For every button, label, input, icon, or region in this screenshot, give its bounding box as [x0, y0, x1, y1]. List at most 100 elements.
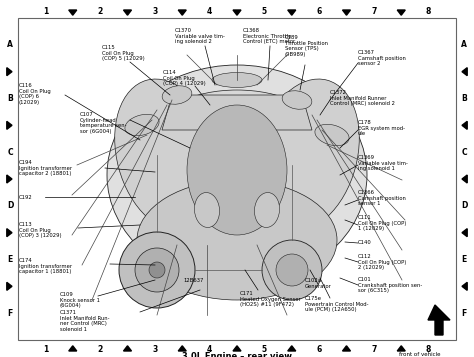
- Text: A: A: [7, 40, 13, 49]
- Text: C: C: [461, 148, 467, 157]
- Text: front of vehicle: front of vehicle: [399, 352, 441, 357]
- Polygon shape: [124, 346, 131, 351]
- Ellipse shape: [115, 79, 219, 231]
- Text: C114
Coil On Plug
(COP) 4 (12029): C114 Coil On Plug (COP) 4 (12029): [163, 70, 206, 86]
- Text: 7: 7: [371, 7, 376, 16]
- Text: 2: 2: [98, 7, 103, 16]
- Text: 2: 2: [98, 345, 103, 353]
- Text: C1371
Inlet Manifold Run-
ner Control (MRC)
solenoid 1: C1371 Inlet Manifold Run- ner Control (M…: [60, 310, 109, 332]
- Text: C194
Ignition transformer
capacitor 2 (18801): C194 Ignition transformer capacitor 2 (1…: [19, 160, 72, 176]
- Text: 8: 8: [426, 7, 431, 16]
- Text: 3: 3: [152, 7, 157, 16]
- Polygon shape: [462, 229, 467, 237]
- Text: B: B: [7, 94, 13, 103]
- Polygon shape: [428, 305, 450, 335]
- Text: C189
Throttle Position
Sensor (TPS)
(9B989): C189 Throttle Position Sensor (TPS) (9B9…: [285, 35, 328, 57]
- Polygon shape: [7, 121, 12, 129]
- Ellipse shape: [137, 180, 337, 300]
- Ellipse shape: [282, 91, 312, 109]
- Text: 8: 8: [426, 345, 431, 353]
- Ellipse shape: [315, 124, 349, 146]
- Polygon shape: [69, 10, 77, 15]
- Ellipse shape: [255, 79, 359, 231]
- Circle shape: [149, 262, 165, 278]
- Text: 6: 6: [317, 345, 322, 353]
- Polygon shape: [7, 68, 12, 76]
- Text: 3: 3: [152, 345, 157, 353]
- Polygon shape: [462, 175, 467, 183]
- Text: F: F: [461, 309, 466, 318]
- Text: C113
Coil On Plug
(COP) 3 (12029): C113 Coil On Plug (COP) 3 (12029): [19, 222, 62, 238]
- Text: C1368
Electronic Throttle
Control (ETC) motor: C1368 Electronic Throttle Control (ETC) …: [243, 28, 295, 44]
- Polygon shape: [343, 346, 350, 351]
- Text: C175e
Powertrain Control Mod-
ule (PCM) (12A650): C175e Powertrain Control Mod- ule (PCM) …: [305, 296, 368, 312]
- Polygon shape: [288, 10, 296, 15]
- Polygon shape: [124, 10, 131, 15]
- Text: 1: 1: [43, 7, 48, 16]
- Text: C178
EGR system mod-
ule: C178 EGR system mod- ule: [358, 120, 405, 136]
- Text: C107
Cylinder-head
temperature sen-
sor (6G004): C107 Cylinder-head temperature sen- sor …: [80, 112, 127, 134]
- Polygon shape: [69, 346, 77, 351]
- Text: B: B: [461, 94, 467, 103]
- Text: 5: 5: [262, 7, 267, 16]
- Text: E: E: [461, 255, 466, 264]
- Text: C1372
Inlet Manifold Runner
Control (MRC) solenoid 2: C1372 Inlet Manifold Runner Control (MRC…: [330, 90, 395, 106]
- Text: C115
Coil On Plug
(COP) 5 (12029): C115 Coil On Plug (COP) 5 (12029): [102, 45, 145, 61]
- Text: 4: 4: [207, 345, 212, 353]
- Circle shape: [119, 232, 195, 308]
- Text: C1367
Camshaft position
sensor 2: C1367 Camshaft position sensor 2: [358, 50, 406, 66]
- Polygon shape: [7, 175, 12, 183]
- Text: 5: 5: [262, 345, 267, 353]
- Ellipse shape: [187, 105, 287, 235]
- Polygon shape: [462, 121, 467, 129]
- Circle shape: [262, 240, 322, 300]
- Text: C111
Coil On Plug (COP)
1 (12029): C111 Coil On Plug (COP) 1 (12029): [358, 215, 406, 231]
- Ellipse shape: [125, 114, 159, 136]
- Text: C1370
Variable valve tim-
ing solenoid 2: C1370 Variable valve tim- ing solenoid 2: [175, 28, 225, 44]
- Text: C109
Knock sensor 1
(6G004): C109 Knock sensor 1 (6G004): [60, 292, 100, 308]
- Polygon shape: [233, 346, 241, 351]
- Text: 6: 6: [317, 7, 322, 16]
- Polygon shape: [397, 10, 405, 15]
- Ellipse shape: [157, 90, 317, 170]
- Text: C1369
Variable valve tim-
ing solenoid 1: C1369 Variable valve tim- ing solenoid 1: [358, 155, 408, 171]
- Text: D: D: [461, 201, 467, 210]
- Text: C140: C140: [358, 240, 372, 245]
- Polygon shape: [178, 10, 186, 15]
- Polygon shape: [162, 95, 312, 130]
- Ellipse shape: [255, 192, 280, 227]
- Text: 3.0L Engine – rear view: 3.0L Engine – rear view: [182, 352, 292, 357]
- Ellipse shape: [212, 72, 262, 87]
- Text: C1366
Camshaft position
sensor 1: C1366 Camshaft position sensor 1: [358, 190, 406, 206]
- Polygon shape: [7, 229, 12, 237]
- Ellipse shape: [162, 86, 192, 104]
- Ellipse shape: [194, 192, 219, 227]
- Text: 1: 1: [43, 345, 48, 353]
- Polygon shape: [7, 282, 12, 290]
- Text: C112
Coil On Plug (COP)
2 (12029): C112 Coil On Plug (COP) 2 (12029): [358, 254, 406, 270]
- Text: 12B637: 12B637: [183, 278, 203, 283]
- Text: C192: C192: [19, 195, 33, 200]
- Text: C101
Crankshaft position sen-
sor (6C315): C101 Crankshaft position sen- sor (6C315…: [358, 277, 422, 293]
- Text: C171
Heated Oxygen Sensor
(HO2S) #11 (9F472): C171 Heated Oxygen Sensor (HO2S) #11 (9F…: [240, 291, 301, 307]
- Polygon shape: [288, 346, 296, 351]
- Text: A: A: [461, 40, 467, 49]
- Text: 4: 4: [207, 7, 212, 16]
- Polygon shape: [462, 68, 467, 76]
- Text: C102a
Generator: C102a Generator: [305, 278, 332, 288]
- Text: C174
Ignition transformer
capacitor 1 (18801): C174 Ignition transformer capacitor 1 (1…: [19, 258, 72, 274]
- Ellipse shape: [107, 65, 367, 285]
- Text: 7: 7: [371, 345, 376, 353]
- Text: E: E: [8, 255, 13, 264]
- Polygon shape: [462, 282, 467, 290]
- Text: F: F: [8, 309, 13, 318]
- Polygon shape: [397, 346, 405, 351]
- Circle shape: [276, 254, 308, 286]
- Polygon shape: [343, 10, 350, 15]
- Text: C116
Coil On Plug
(COP) 6
(12029): C116 Coil On Plug (COP) 6 (12029): [19, 83, 51, 105]
- Polygon shape: [233, 10, 241, 15]
- Text: C: C: [7, 148, 13, 157]
- Polygon shape: [178, 346, 186, 351]
- Circle shape: [135, 248, 179, 292]
- Text: D: D: [7, 201, 13, 210]
